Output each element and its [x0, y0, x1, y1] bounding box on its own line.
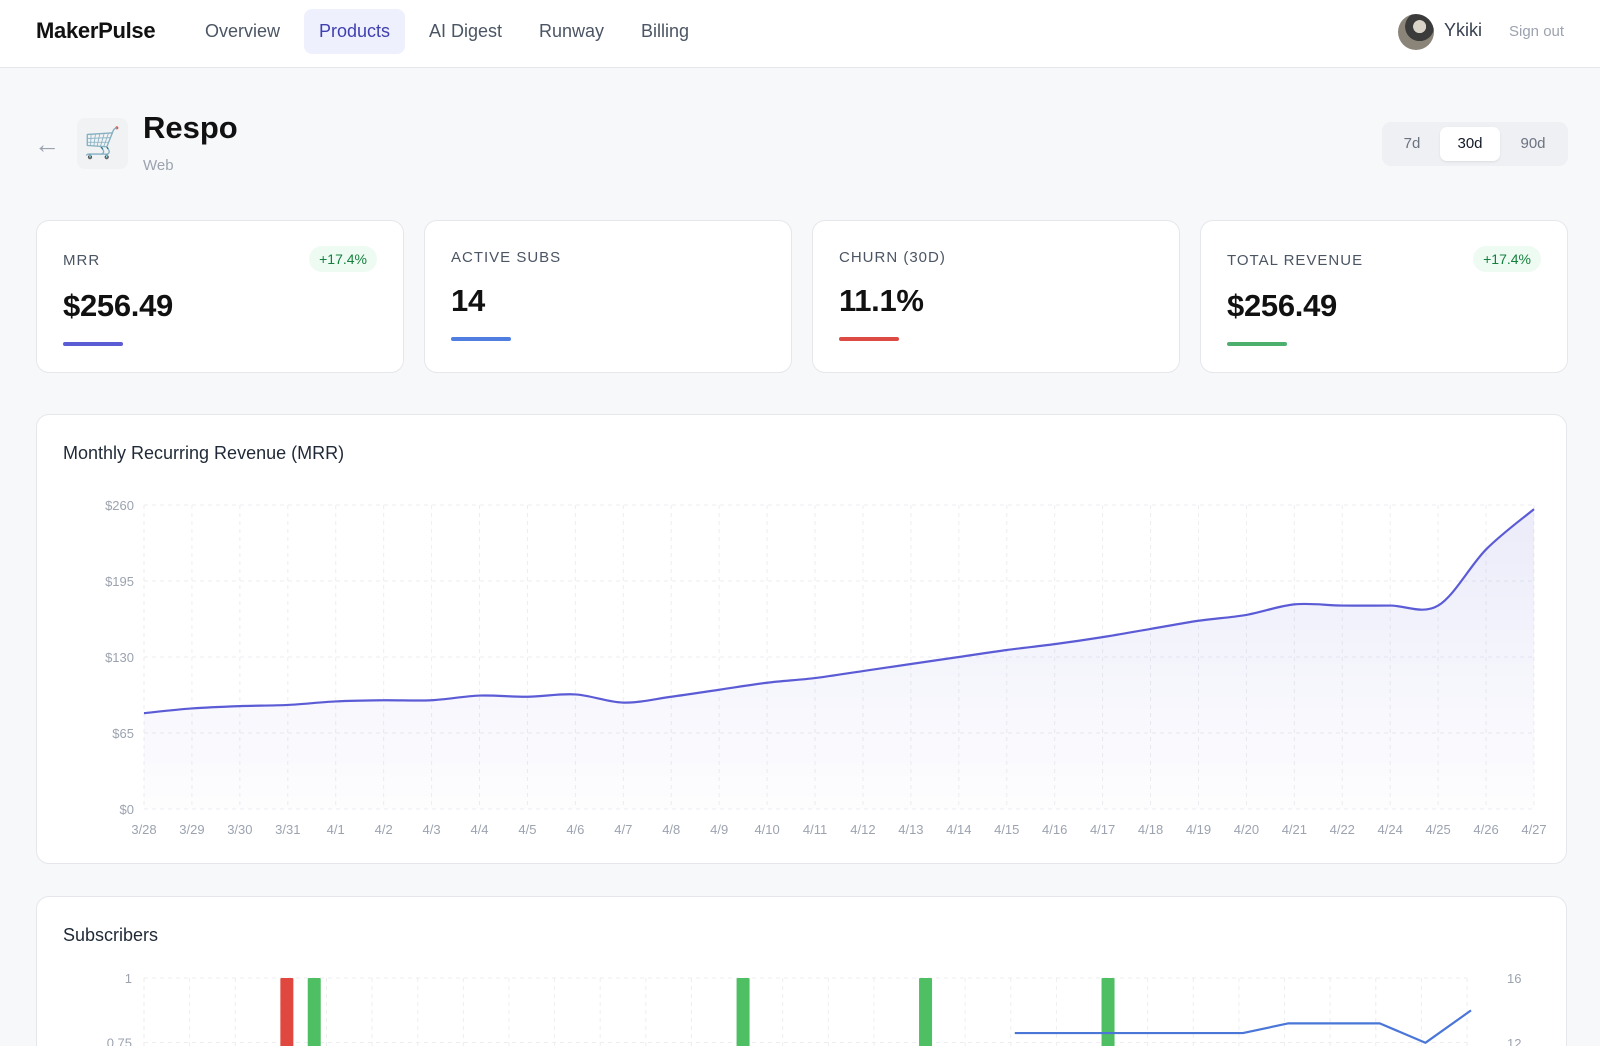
new-subscriber-bar: [307, 978, 321, 1046]
mrr-line: [143, 508, 1535, 715]
kpi-label: MRR: [63, 252, 101, 269]
kpi-accent-bar: [63, 342, 123, 346]
x-tick-label: 4/5: [518, 822, 536, 837]
y-tick-label: $195: [105, 574, 134, 589]
y-tick-label-left: 0.75: [107, 1036, 132, 1046]
subscribers-chart-card: Subscribers 1 0.75 16 12: [36, 896, 1567, 1046]
kpi-value: 14: [451, 283, 485, 318]
x-tick-label: 4/9: [710, 822, 728, 837]
range-90d-button[interactable]: 90d: [1520, 135, 1546, 152]
kpi-value: $256.49: [1227, 288, 1337, 323]
x-tick-label: 4/12: [850, 822, 875, 837]
mrr-chart-title: Monthly Recurring Revenue (MRR): [63, 443, 345, 463]
nav-ai-digest[interactable]: AI Digest: [429, 21, 503, 41]
x-tick-label: 4/26: [1473, 822, 1498, 837]
kpi-card-active-subs: Active Subs 14: [424, 220, 792, 373]
x-tick-label: 4/24: [1378, 822, 1403, 837]
subscribers-line: [1014, 1009, 1472, 1044]
kpi-change-badge: +17.4%: [1473, 246, 1541, 272]
x-tick-label: 4/16: [1042, 822, 1067, 837]
x-tick-label: 4/11: [803, 822, 827, 837]
kpi-change-badge: +17.4%: [309, 246, 377, 272]
subscribers-chart: 1 0.75 16 12: [107, 971, 1521, 1046]
x-tick-label: 4/4: [470, 822, 488, 837]
sign-out-link[interactable]: Sign out: [1509, 23, 1565, 40]
product-platform: Web: [143, 157, 174, 174]
kpi-accent-bar: [451, 337, 511, 341]
y-tick-label-left: 1: [125, 971, 132, 986]
x-tick-label: 4/2: [375, 822, 393, 837]
x-tick-label: 4/6: [566, 822, 584, 837]
kpi-card-total-revenue: Total Revenue +17.4% $256.49: [1200, 220, 1568, 373]
new-subscriber-bar: [1101, 978, 1115, 1046]
y-tick-label-right: 12: [1507, 1036, 1521, 1046]
x-tick-label: 4/21: [1282, 822, 1307, 837]
kpi-label: Active Subs: [451, 249, 562, 266]
x-tick-label: 4/1: [327, 822, 345, 837]
brand-logo[interactable]: MakerPulse: [36, 18, 156, 43]
x-tick-label: 4/20: [1234, 822, 1259, 837]
nav-products[interactable]: Products: [304, 9, 406, 54]
x-tick-label: 4/8: [662, 822, 680, 837]
x-tick-label: 4/3: [423, 822, 441, 837]
range-30d-button[interactable]: 30d: [1440, 127, 1500, 161]
x-tick-label: 3/30: [227, 822, 252, 837]
x-tick-label: 4/13: [898, 822, 923, 837]
cart-icon: 🛒: [77, 118, 128, 169]
x-tick-label: 4/19: [1186, 822, 1211, 837]
user-avatar[interactable]: [1398, 14, 1434, 50]
kpi-accent-bar: [1227, 342, 1287, 346]
back-arrow-icon[interactable]: ←: [34, 129, 60, 159]
range-7d-button[interactable]: 7d: [1403, 135, 1421, 152]
x-tick-label: 3/29: [179, 822, 204, 837]
kpi-value: 11.1%: [839, 283, 924, 318]
nav-overview[interactable]: Overview: [205, 21, 281, 41]
mrr-area: [144, 509, 1534, 809]
x-tick-label: 4/22: [1330, 822, 1355, 837]
y-tick-label: $260: [105, 498, 134, 513]
kpi-card-churn: Churn (30d) 11.1%: [812, 220, 1180, 373]
x-tick-label: 4/18: [1138, 822, 1163, 837]
nav-billing[interactable]: Billing: [641, 21, 690, 41]
x-tick-label: 4/17: [1090, 822, 1115, 837]
x-tick-label: 4/27: [1521, 822, 1546, 837]
x-tick-label: 4/25: [1425, 822, 1450, 837]
mrr-chart-card: Monthly Recurring Revenue (MRR) $0 $65 $13…: [36, 414, 1567, 864]
x-tick-label: 3/28: [131, 822, 156, 837]
x-tick-label: 3/31: [275, 822, 300, 837]
kpi-label: Churn (30d): [839, 249, 946, 266]
x-tick-label: 4/7: [614, 822, 632, 837]
y-tick-label: $130: [105, 650, 134, 665]
x-tick-label: 4/14: [946, 822, 971, 837]
churned-bar: [280, 978, 294, 1046]
y-tick-label: $0: [120, 802, 134, 817]
y-tick-label-right: 16: [1507, 971, 1521, 986]
subscribers-chart-title: Subscribers: [63, 925, 159, 945]
x-tick-label: 4/10: [754, 822, 779, 837]
new-subscriber-bar: [736, 978, 750, 1046]
kpi-label: Total Revenue: [1227, 252, 1364, 269]
y-tick-label: $65: [112, 726, 134, 741]
product-title: Respo: [143, 110, 238, 145]
nav-runway[interactable]: Runway: [539, 21, 605, 41]
user-name: Ykiki: [1444, 20, 1483, 40]
kpi-value: $256.49: [63, 288, 173, 323]
kpi-accent-bar: [839, 337, 899, 341]
kpi-card-mrr: MRR +17.4% $256.49: [36, 220, 404, 373]
range-selector: 7d 30d 90d: [1382, 122, 1568, 166]
new-subscriber-bar: [919, 978, 933, 1046]
x-tick-label: 4/15: [994, 822, 1019, 837]
top-nav: MakerPulse Overview Products AI Digest R…: [0, 0, 1600, 68]
